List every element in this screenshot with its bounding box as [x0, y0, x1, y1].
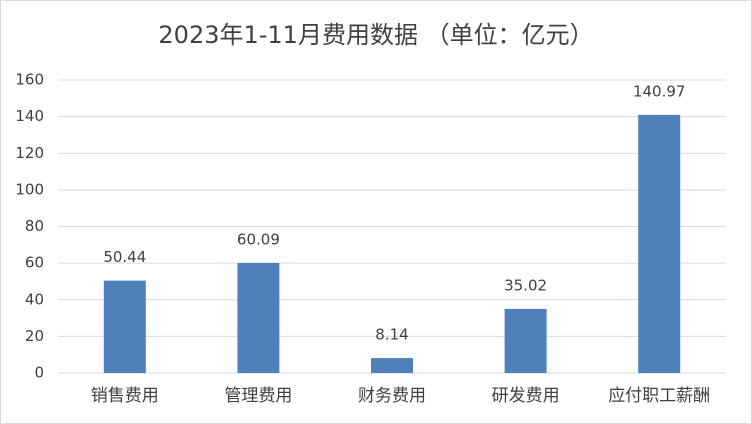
y-tick-label: 60 [25, 254, 44, 272]
bar [504, 308, 547, 373]
x-tick-label: 研发费用 [492, 386, 560, 406]
y-tick-label: 0 [34, 364, 44, 382]
y-tick-label: 80 [25, 217, 44, 235]
data-label: 35.02 [504, 276, 547, 294]
y-tick-label: 160 [15, 71, 44, 89]
bar [237, 262, 280, 373]
data-label: 140.97 [633, 82, 686, 100]
bar [638, 114, 681, 373]
y-tick-label: 140 [15, 107, 44, 125]
bar [371, 358, 413, 373]
data-label: 60.09 [237, 230, 280, 248]
chart-title: 2023年1-11月费用数据 （单位：亿元） [158, 21, 593, 49]
x-tick-label: 销售费用 [91, 386, 159, 406]
data-label: 50.44 [103, 248, 146, 266]
y-tick-label: 20 [25, 327, 44, 345]
x-tick-label: 财务费用 [358, 386, 426, 406]
data-label: 8.14 [375, 326, 408, 344]
y-tick-label: 120 [15, 144, 44, 162]
x-tick-label: 管理费用 [224, 386, 292, 406]
y-tick-label: 100 [15, 180, 44, 198]
y-tick-label: 40 [25, 290, 44, 308]
bar [103, 280, 146, 373]
x-tick-label: 应付职工薪酬 [608, 386, 710, 406]
